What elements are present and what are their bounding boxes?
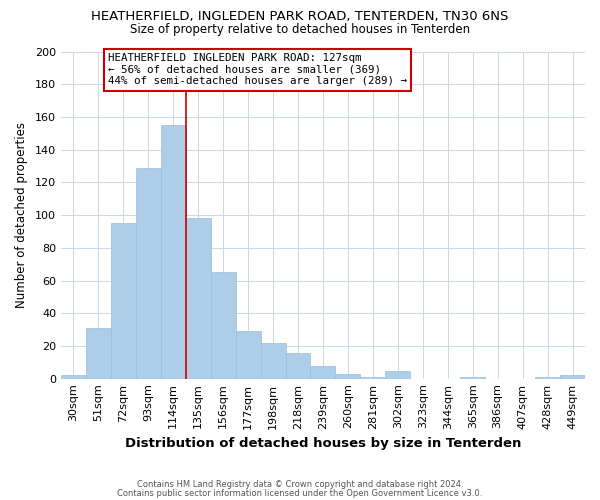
Bar [310,366,335,378]
Bar [111,224,136,378]
Bar [161,125,186,378]
Y-axis label: Number of detached properties: Number of detached properties [15,122,28,308]
X-axis label: Distribution of detached houses by size in Tenterden: Distribution of detached houses by size … [125,437,521,450]
Bar [286,352,310,378]
Text: HEATHERFIELD, INGLEDEN PARK ROAD, TENTERDEN, TN30 6NS: HEATHERFIELD, INGLEDEN PARK ROAD, TENTER… [91,10,509,23]
Bar [260,342,286,378]
Bar [211,272,236,378]
Bar [335,374,361,378]
Bar [86,328,111,378]
Bar [236,331,260,378]
Bar [460,377,485,378]
Bar [535,377,560,378]
Bar [361,377,385,378]
Text: Contains public sector information licensed under the Open Government Licence v3: Contains public sector information licen… [118,488,482,498]
Bar [61,376,86,378]
Text: HEATHERFIELD INGLEDEN PARK ROAD: 127sqm
← 56% of detached houses are smaller (36: HEATHERFIELD INGLEDEN PARK ROAD: 127sqm … [108,53,407,86]
Text: Contains HM Land Registry data © Crown copyright and database right 2024.: Contains HM Land Registry data © Crown c… [137,480,463,489]
Bar [560,376,585,378]
Bar [385,370,410,378]
Bar [136,168,161,378]
Bar [186,218,211,378]
Text: Size of property relative to detached houses in Tenterden: Size of property relative to detached ho… [130,22,470,36]
